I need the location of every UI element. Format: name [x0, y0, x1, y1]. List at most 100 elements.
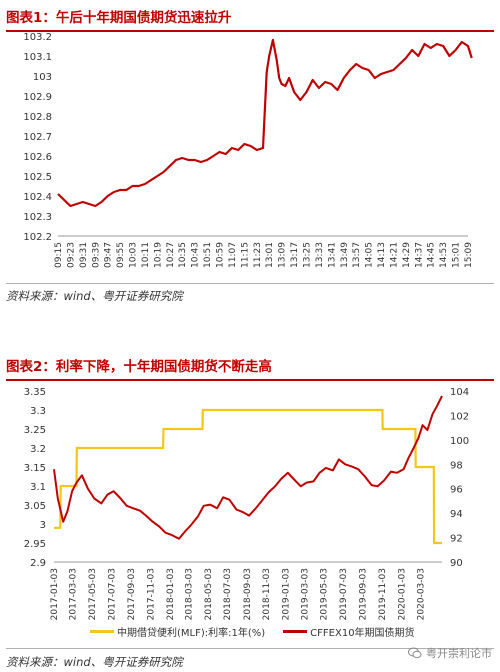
chart2-x-tick-label: 2017-03-03 — [69, 568, 79, 620]
chart1-x-tick-label: 15:01 — [452, 242, 462, 268]
chart2-x-tick-label: 2018-07-03 — [223, 568, 233, 620]
chart1-y-tick-label: 102.2 — [23, 232, 52, 243]
chart1-x-tick-label: 10:11 — [141, 242, 151, 268]
chart1-series-line — [57, 38, 473, 208]
chart1-x-tick-label: 10:43 — [191, 242, 201, 268]
chart2-left-tick-label: 3.2 — [30, 444, 46, 455]
chart1-y-tick-label: 102.9 — [23, 92, 52, 103]
mlf-vs-futures-chart: 2.9 2.95 3 3.05 3.1 3.15 3.2 3.25 3.3 3.35 90 92 94 9… — [24, 387, 469, 620]
chart1-x-tick-label: 09:23 — [66, 242, 76, 268]
chart2-x-tick-label: 2019-05-03 — [320, 568, 330, 620]
chart2-legend: 中期借贷便利(MLF):利率:1年(%) CFFEX10年期国债期货 — [90, 624, 433, 639]
figure1-title: 图表1：午后十年期国债期货迅速拉升 — [6, 6, 494, 32]
chart2-right-tick-label: 96 — [450, 485, 463, 496]
chart1-y-tick-label: 102.6 — [23, 152, 52, 163]
chart1-y-tick-label: 102.8 — [23, 112, 52, 123]
chart1-x-tick-label: 09:55 — [116, 242, 126, 268]
chart2-left-tick-label: 2.95 — [24, 539, 46, 550]
chart2-x-tick-label: 2017-01-03 — [50, 568, 60, 620]
chart1-x-tick-label: 14:53 — [439, 242, 449, 268]
chart2-mlf-series-line — [54, 408, 442, 545]
figure1-source-rule — [6, 283, 494, 284]
chart2-right-tick-label: 94 — [450, 509, 463, 520]
chart1-x-tick-label: 13:17 — [290, 242, 300, 268]
chart1-x-tick-label: 14:05 — [365, 242, 375, 268]
chart2-left-tick-label: 3.15 — [24, 463, 46, 474]
chart1-x-tick-label: 10:03 — [129, 242, 139, 268]
chart2-right-tick-label: 92 — [450, 534, 463, 545]
chart2-left-tick-label: 3.35 — [24, 387, 46, 398]
watermark: 粤开崇利论市 — [408, 645, 492, 661]
chart2-x-tick-label: 2019-11-03 — [378, 568, 388, 620]
chart1-x-tick-label: 10:19 — [153, 242, 163, 268]
intraday-futures-chart: 102.2 102.3 102.4 102.5 102.6 102.7 102.8 102.9… — [23, 32, 474, 268]
chart2-x-tick-label: 2019-07-03 — [339, 568, 349, 620]
legend-item-mlf: 中期借贷便利(MLF):利率:1年(%) — [90, 624, 265, 639]
chart1-y-tick-label: 102.7 — [23, 132, 52, 143]
figure2-source-rule — [6, 648, 494, 649]
chart2-x-tick-label: 2017-11-03 — [146, 568, 156, 620]
legend-item-futures: CFFEX10年期国债期货 — [283, 624, 415, 639]
chart1-x-tick-label: 10:35 — [178, 242, 188, 268]
chart2-right-tick-label: 100 — [450, 436, 469, 447]
chart2-x-tick-label: 2019-01-03 — [282, 568, 292, 620]
chart1-x-tick-label: 10:59 — [216, 242, 226, 268]
chart1-x-tick-label: 13:09 — [278, 242, 288, 268]
legend-label-futures: CFFEX10年期国债期货 — [310, 628, 415, 639]
chart2-x-tick-label: 2020-01-03 — [397, 568, 407, 620]
figure1-source: 资料来源：wind、粤开证券研究院 — [6, 289, 183, 303]
chart1-x-tick-label: 13:49 — [340, 242, 350, 268]
chart1-x-tick-label: 14:45 — [427, 242, 437, 268]
chart1-x-tick-label: 13:33 — [315, 242, 325, 268]
chart1-y-tick-label: 103 — [33, 72, 52, 83]
chart2-left-tick-label: 3.05 — [24, 501, 46, 512]
watermark-text: 粤开崇利论市 — [426, 647, 492, 660]
chart1-x-tick-label: 13:01 — [265, 242, 275, 268]
chart2-left-tick-label: 3.25 — [24, 425, 46, 436]
figure2-title-rule — [6, 379, 494, 381]
chart1-x-tick-label: 14:37 — [414, 242, 424, 268]
chart2-futures-series-line — [53, 395, 443, 540]
chart1-x-tick-label: 10:51 — [203, 242, 213, 268]
chart1-x-tick-label: 11:07 — [228, 242, 238, 268]
chart2-x-tick-label: 2018-03-03 — [185, 568, 195, 620]
chart1-x-tick-label: 14:13 — [377, 242, 387, 268]
chart1-y-tick-label: 102.3 — [23, 212, 52, 223]
chart1-y-tick-label: 102.5 — [23, 172, 52, 183]
chart1-x-tick-label: 13:41 — [327, 242, 337, 268]
chart1-y-tick-label: 102.4 — [23, 192, 52, 203]
chart2-x-tick-label: 2017-05-03 — [88, 568, 98, 620]
legend-swatch-futures — [283, 630, 308, 633]
chart2-x-tick-label: 2019-09-03 — [359, 568, 369, 620]
chart2-x-tick-label: 2017-07-03 — [107, 568, 117, 620]
legend-swatch-mlf — [90, 630, 114, 633]
chart1-x-tick-label: 13:25 — [302, 242, 312, 268]
chart2-right-tick-label: 90 — [450, 558, 463, 569]
chart2-x-tick-label: 2020-03-03 — [416, 568, 426, 620]
chart1-x-tick-label: 09:15 — [54, 242, 64, 268]
chart1-x-tick-label: 15:09 — [464, 242, 474, 268]
chart2-right-tick-label: 102 — [450, 411, 469, 422]
chart1-x-tick-label: 14:29 — [402, 242, 412, 268]
figure2-source: 资料来源：wind、粤开证券研究院 — [6, 655, 183, 669]
chart2-left-tick-label: 3.1 — [30, 482, 46, 493]
chart2-x-tick-label: 2018-11-03 — [262, 568, 272, 620]
chart1-x-tick-label: 11:23 — [253, 242, 263, 268]
chart1-x-tick-label: 09:39 — [91, 242, 101, 268]
chart2-x-tick-label: 2018-01-03 — [166, 568, 176, 620]
chart2-x-tick-label: 2018-09-03 — [243, 568, 253, 620]
chart1-y-tick-label: 103.1 — [23, 52, 52, 63]
chart1-x-tick-label: 11:15 — [240, 242, 250, 268]
figure1-title-rule — [6, 30, 494, 32]
chart2-left-tick-label: 3 — [40, 520, 46, 531]
chart2-left-tick-label: 3.3 — [30, 406, 46, 417]
chart2-x-tick-label: 2019-03-03 — [300, 568, 310, 620]
chart1-y-tick-label: 103.2 — [23, 32, 52, 43]
chart2-x-tick-label: 2017-09-03 — [127, 568, 137, 620]
chart1-x-tick-label: 14:21 — [389, 242, 399, 268]
figure2-title: 图表2：利率下降，十年期国债期货不断走高 — [6, 355, 494, 381]
chart1-x-tick-label: 13:57 — [352, 242, 362, 268]
chart2-right-tick-label: 104 — [450, 387, 469, 398]
chart2-left-tick-label: 2.9 — [30, 558, 46, 569]
chart1-x-tick-label: 10:27 — [166, 242, 176, 268]
